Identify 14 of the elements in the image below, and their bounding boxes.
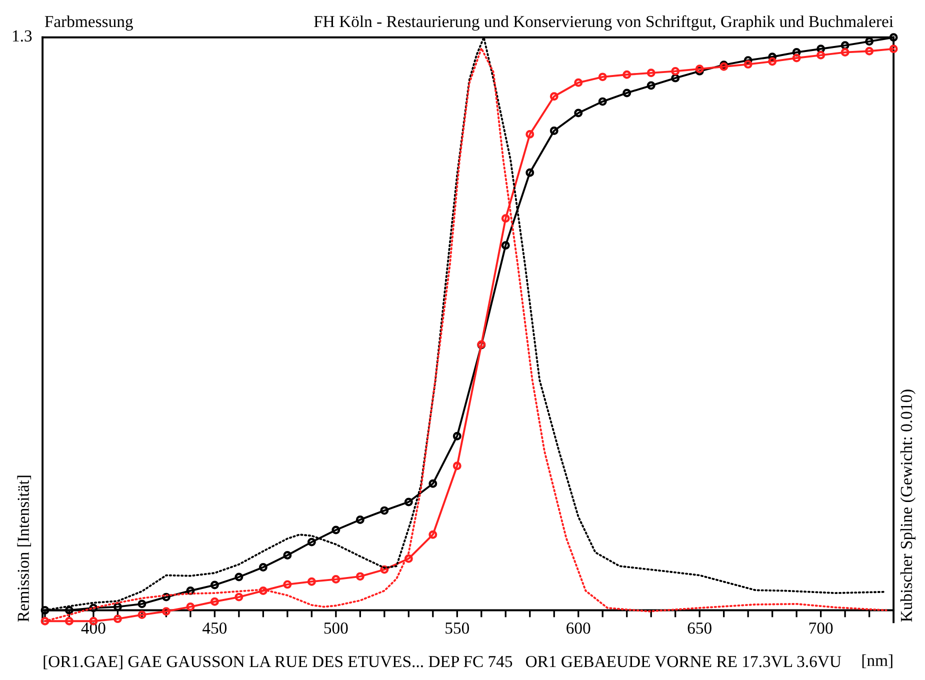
x-tick-label: 450 (202, 622, 227, 634)
chart-subtitle: FH Köln - Restaurierung und Konservierung von Schriftgut, Graphik und Buchmalerei (314, 15, 894, 31)
y2-axis-title: Kubischer Spline (Gewicht: 0.010) (900, 390, 916, 622)
x-tick-label: 550 (446, 622, 470, 634)
x-tick-label: 600 (566, 622, 590, 634)
chart-title: Farbmessung (44, 15, 133, 31)
x-tick-label: 650 (688, 622, 712, 634)
y-axis-title: Remission [Intensität] (17, 476, 32, 622)
x-tick-label: 500 (324, 622, 348, 634)
x-axis-title: [nm] (862, 654, 892, 668)
text: 1.3 (12, 30, 32, 42)
x-tick-label: 400 (81, 622, 106, 634)
text: [OR1.GAE] GAE GAUSSON LA RUE DES ETUVES... DEP FC 745 OR1 GEBAEUDE VORNE RE 17.3VL 3.6VU (44, 655, 842, 670)
x-tick-label: 700 (809, 622, 833, 634)
